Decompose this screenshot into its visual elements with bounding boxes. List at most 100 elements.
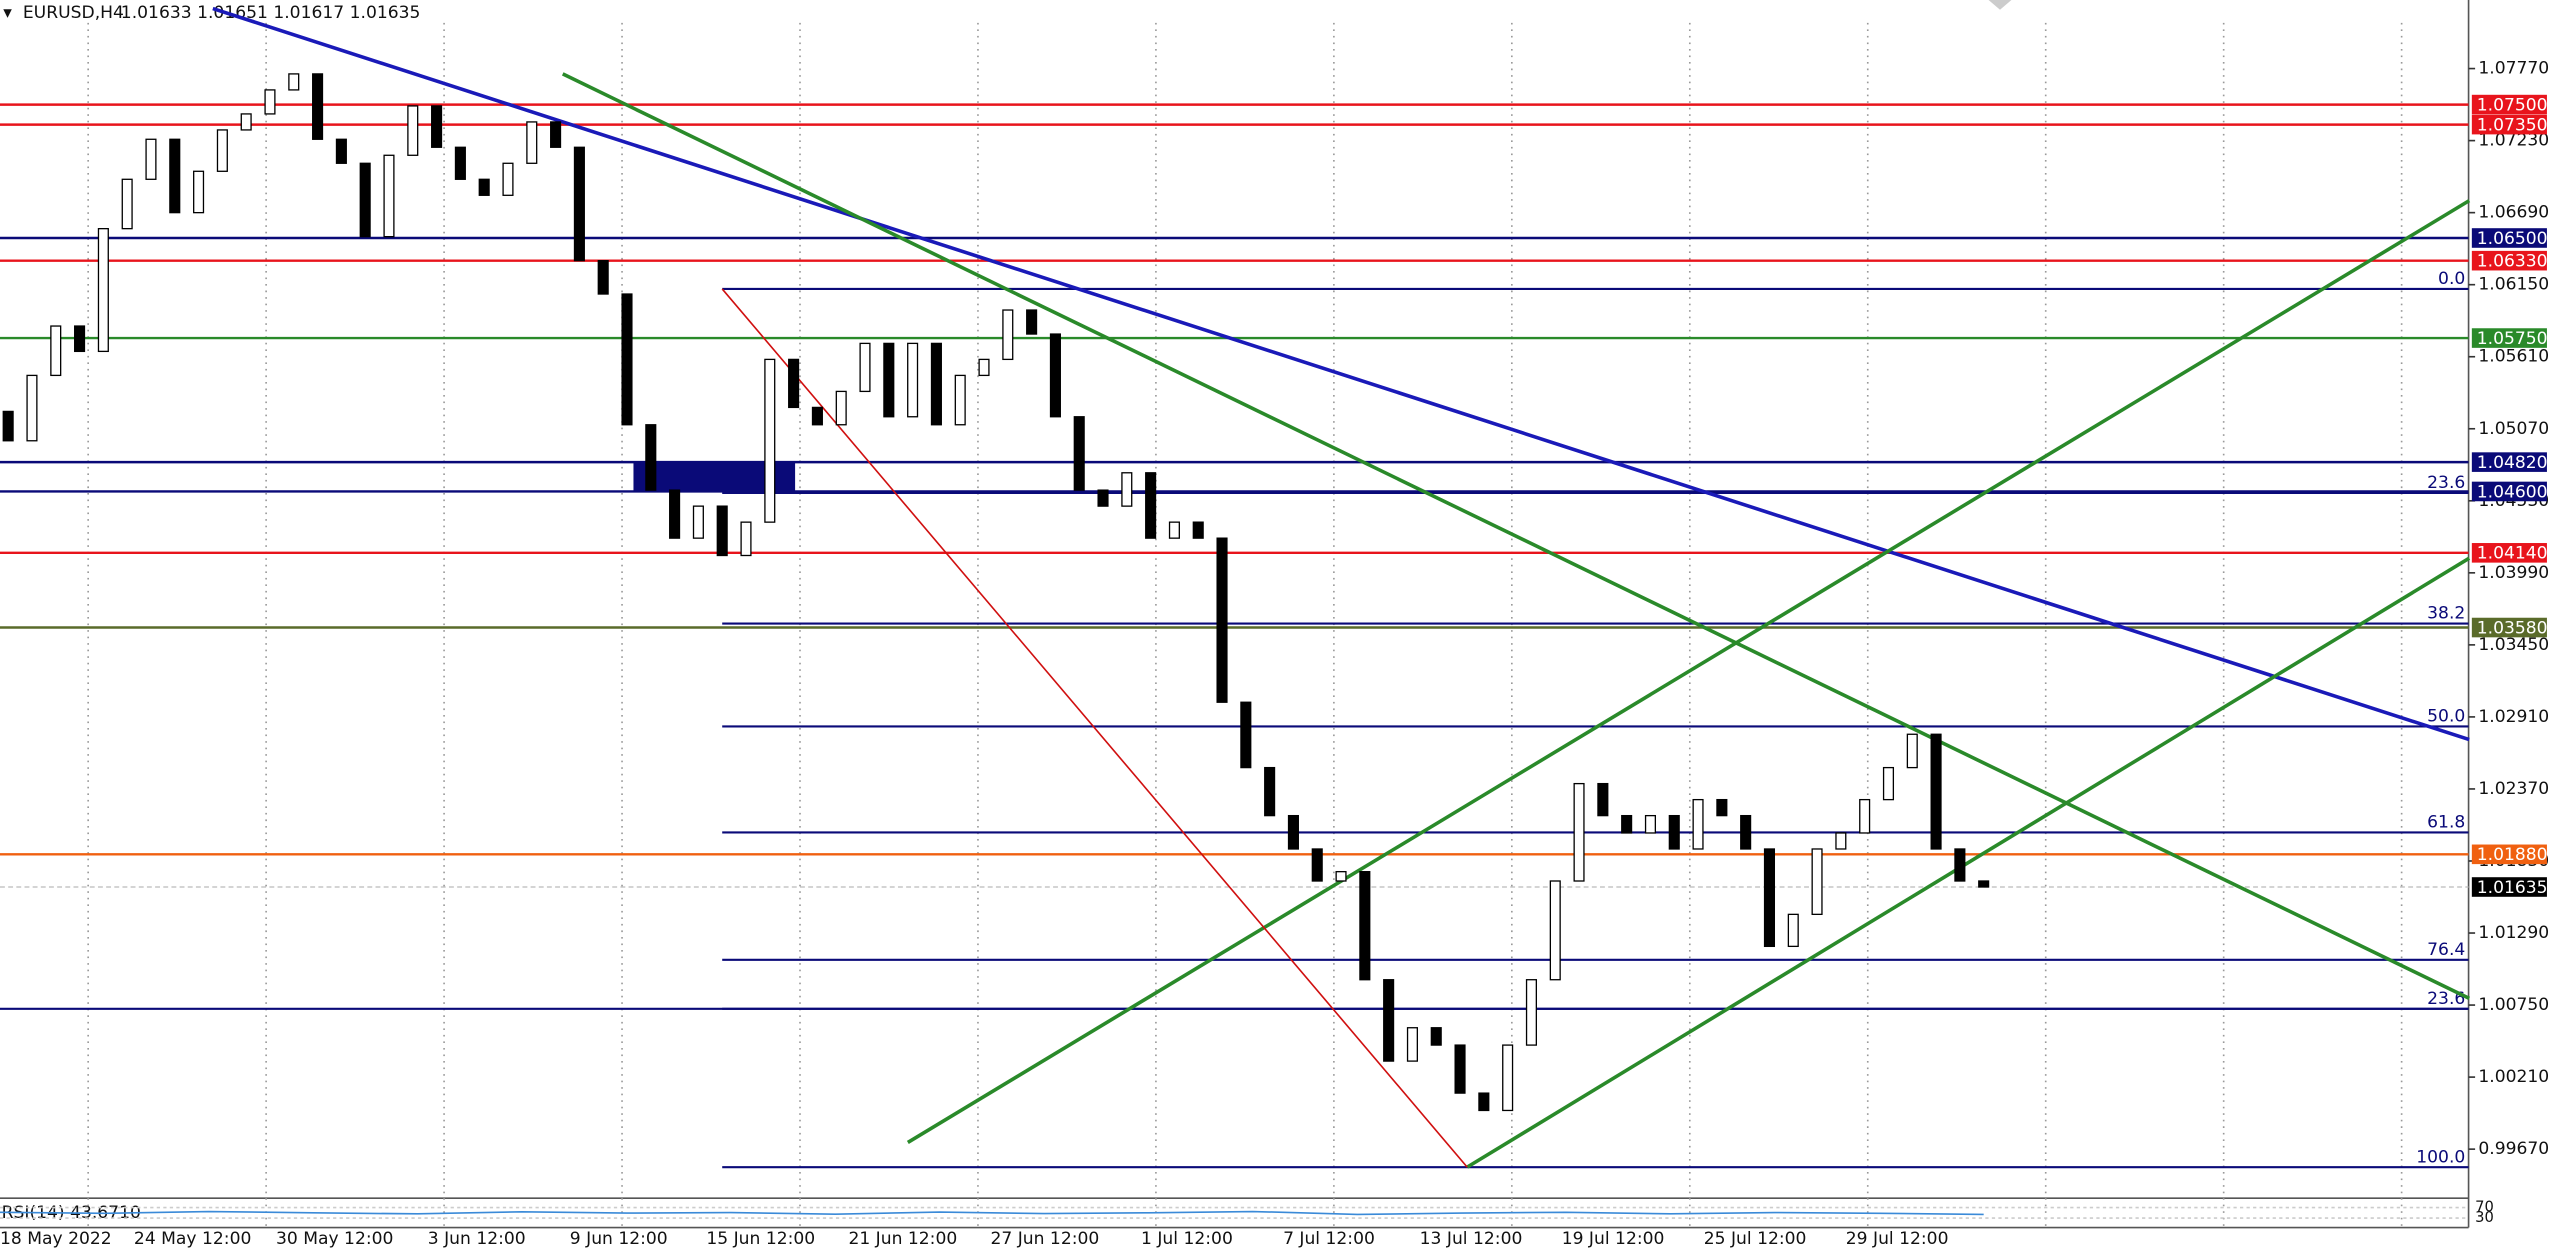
y-tick-label: 1.00210 — [2478, 1067, 2549, 1087]
trendline — [212, 6, 2470, 742]
candle-body — [811, 406, 823, 426]
y-tick-label: 1.03990 — [2478, 563, 2549, 583]
candle-body — [359, 162, 371, 238]
candle-body — [1430, 1027, 1442, 1046]
candle-body — [692, 505, 704, 539]
y-tick-label: 1.03450 — [2478, 635, 2549, 655]
candle-body — [478, 178, 490, 196]
level-label: 1.05750 — [2477, 329, 2548, 349]
candle-body — [1311, 848, 1323, 882]
indicator-tick-label: 70 — [2475, 1199, 2494, 1216]
candle-body — [1763, 848, 1776, 948]
candle-body — [1002, 309, 1014, 361]
menu-arrow[interactable]: ▾ — [3, 3, 12, 23]
candle-body — [1478, 1092, 1490, 1112]
x-tick-label: 3 Jun 12:00 — [428, 1229, 526, 1249]
candle-body — [1644, 814, 1657, 834]
fibo-label: 76.4 — [2427, 940, 2465, 960]
candle-body — [1549, 880, 1561, 981]
candle-body — [1454, 1044, 1466, 1094]
fibo-label: 61.8 — [2427, 813, 2465, 833]
candle-body — [1145, 472, 1157, 539]
candle-body — [1287, 814, 1299, 850]
fibo-label: 23.6 — [2427, 989, 2465, 1009]
x-tick-label: 7 Jul 12:00 — [1283, 1229, 1375, 1249]
candle-body — [169, 138, 181, 214]
candle-body — [145, 138, 157, 180]
x-tick-label: 13 Jul 12:00 — [1420, 1229, 1523, 1249]
candle-body — [1787, 913, 1799, 948]
candle-body — [1264, 766, 1276, 817]
level-label: 1.06330 — [2477, 251, 2548, 271]
trendline — [906, 199, 2471, 1145]
x-tick-label: 25 Jul 12:00 — [1704, 1229, 1807, 1249]
candle-body — [835, 390, 847, 426]
candle-body — [1335, 871, 1347, 882]
level-label: 1.04820 — [2477, 453, 2548, 473]
candle-body — [1168, 521, 1180, 539]
level-box — [2471, 452, 2547, 472]
candle-body — [907, 342, 919, 418]
fibo-label: 50.0 — [2427, 707, 2465, 727]
candle-body — [764, 358, 776, 523]
candle-body — [50, 325, 62, 377]
candle-body — [1597, 782, 1609, 817]
candle-body — [954, 374, 966, 426]
candle-body — [1811, 848, 1823, 916]
candle-body — [1859, 798, 1871, 834]
x-tick-label: 30 May 12:00 — [276, 1229, 393, 1249]
candle-body — [1097, 489, 1109, 507]
candle-body — [1716, 798, 1728, 817]
candle-body — [193, 170, 205, 214]
candle-body — [1740, 814, 1752, 850]
candle-body — [1906, 733, 1918, 769]
y-tick-label: 1.01290 — [2478, 923, 2549, 943]
candle-body — [1573, 782, 1585, 882]
candle-body — [859, 342, 871, 393]
level-label: 1.03580 — [2477, 618, 2548, 638]
level-label: 1.07500 — [2477, 95, 2548, 115]
candle-body — [1216, 537, 1228, 703]
level-box — [2471, 481, 2547, 502]
candle-body — [1383, 979, 1395, 1062]
candle-body — [716, 505, 728, 557]
candle-body — [883, 342, 895, 418]
candle-body — [216, 129, 228, 172]
level-label: 1.04140 — [2477, 544, 2548, 564]
candle-body — [121, 178, 133, 230]
candle-body — [1930, 733, 1942, 850]
y-tick-label: 1.06150 — [2478, 275, 2549, 295]
level-label: 1.06500 — [2477, 229, 2548, 249]
level-box — [2471, 114, 2547, 135]
candle-body — [1026, 309, 1038, 335]
scroll-marker — [1988, 0, 2012, 10]
x-tick-label: 29 Jul 12:00 — [1846, 1229, 1949, 1249]
level-box — [2471, 844, 2547, 865]
candle-body — [2, 410, 14, 442]
candle-body — [1240, 701, 1252, 769]
candle-body — [407, 105, 419, 156]
candle-body — [264, 89, 276, 115]
trendline — [1466, 556, 2471, 1169]
level-box — [2471, 250, 2547, 271]
candle-body — [1692, 798, 1704, 850]
y-tick-label: 0.99670 — [2478, 1139, 2549, 1159]
candle-body — [645, 424, 657, 491]
y-tick-label: 1.07770 — [2478, 59, 2549, 79]
candle-body — [240, 113, 252, 131]
x-tick-label: 1 Jul 12:00 — [1141, 1229, 1233, 1249]
candle-body — [1073, 416, 1085, 491]
ohlc: 1.01633 1.01651 1.01617 1.01635 — [121, 3, 421, 23]
candle-body — [74, 325, 86, 353]
candle-body — [1406, 1027, 1418, 1062]
candle-body — [1359, 871, 1371, 981]
candle-body — [288, 73, 300, 91]
trendline — [721, 288, 1468, 1168]
level-label: 1.01635 — [2477, 878, 2548, 898]
fibo-label: 100.0 — [2416, 1147, 2465, 1167]
candle-body — [740, 521, 752, 557]
candle-body — [97, 228, 109, 353]
